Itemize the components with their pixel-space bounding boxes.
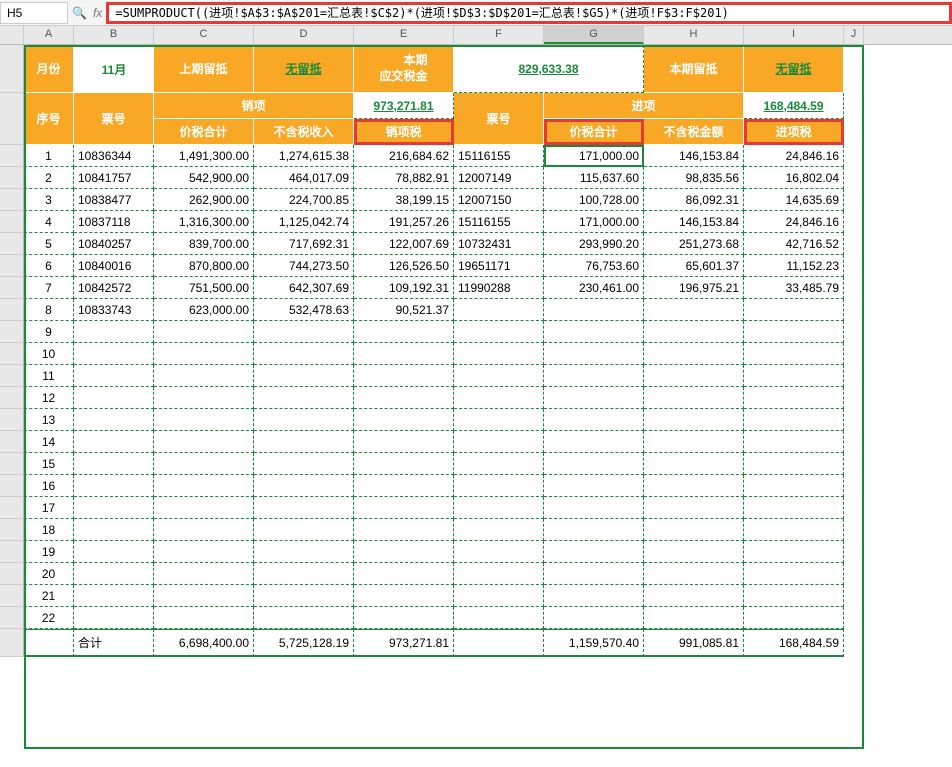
seq-cell: 3	[24, 189, 74, 211]
ticket-label-2: 票号	[454, 93, 544, 145]
totals-row: 合计 6,698,400.00 5,725,128.19 973,271.81 …	[0, 629, 952, 657]
curr-carry-label: 本期留抵	[644, 45, 744, 93]
ticket-cell: 10842572	[74, 277, 154, 299]
ticket-cell: 10833743	[74, 299, 154, 321]
table-row[interactable]: 17	[0, 497, 952, 519]
ticket-cell: 10841757	[74, 167, 154, 189]
prev-carry-label: 上期留抵	[154, 45, 254, 93]
col-h-header: 不含税金额	[644, 119, 744, 145]
table-row[interactable]: 15	[0, 453, 952, 475]
name-box[interactable]: H5	[0, 2, 68, 24]
no-carry-1: 无留抵	[254, 45, 354, 93]
column-headers[interactable]: A B C D E F G H I J	[0, 26, 952, 45]
in-total: 168,484.59	[744, 93, 844, 119]
table-row[interactable]: 18	[0, 519, 952, 541]
col-D: D	[254, 26, 354, 44]
table-row[interactable]: 9	[0, 321, 952, 343]
ticket-cell: 10840016	[74, 255, 154, 277]
col-A: A	[24, 26, 74, 44]
out-group: 销项	[154, 93, 354, 119]
fx-label: fx	[93, 6, 102, 20]
table-row[interactable]: 4 10837118 1,316,300.00 1,125,042.74 191…	[0, 211, 952, 233]
table-row[interactable]: 22	[0, 607, 952, 629]
in-group: 进项	[544, 93, 744, 119]
seq-label: 序号	[24, 93, 74, 145]
table-row[interactable]: 3 10838477 262,900.00 224,700.85 38,199.…	[0, 189, 952, 211]
month-value: 11月	[74, 45, 154, 93]
ticket-cell: 10836344	[74, 145, 154, 167]
big-value: 829,633.38	[454, 45, 644, 93]
totals-label: 合计	[74, 629, 154, 657]
out-total: 973,271.81	[354, 93, 454, 119]
col-F: F	[454, 26, 544, 44]
table-row[interactable]: 13	[0, 409, 952, 431]
seq-cell: 4	[24, 211, 74, 233]
table-row[interactable]: 10	[0, 343, 952, 365]
col-C: C	[154, 26, 254, 44]
col-G: G	[544, 26, 644, 44]
table-row[interactable]: 8 10833743 623,000.00 532,478.63 90,521.…	[0, 299, 952, 321]
fx-controls: 🔍 fx	[68, 6, 106, 20]
table-row[interactable]: 19	[0, 541, 952, 563]
seq-cell: 7	[24, 277, 74, 299]
col-J: J	[844, 26, 864, 44]
table-row[interactable]: 2 10841757 542,900.00 464,017.09 78,882.…	[0, 167, 952, 189]
no-carry-2: 无留抵	[744, 45, 844, 93]
table-row[interactable]: 11	[0, 365, 952, 387]
tax-due-label: 本期 应交税金	[354, 45, 454, 93]
col-E: E	[354, 26, 454, 44]
ticket-cell: 10840257	[74, 233, 154, 255]
table-row[interactable]: 21	[0, 585, 952, 607]
table-row[interactable]: 1 10836344 1,491,300.00 1,274,615.38 216…	[0, 145, 952, 167]
col-i-header: 进项税	[744, 119, 844, 145]
col-c-header: 价税合计	[154, 119, 254, 145]
seq-cell: 1	[24, 145, 74, 167]
col-B: B	[74, 26, 154, 44]
col-I: I	[744, 26, 844, 44]
table-row[interactable]: 20	[0, 563, 952, 585]
ticket-cell: 10838477	[74, 189, 154, 211]
formula-bar: H5 🔍 fx =SUMPRODUCT((进项!$A$3:$A$201=汇总表!…	[0, 0, 952, 26]
ticket-cell: 10837118	[74, 211, 154, 233]
table-row[interactable]: 6 10840016 870,800.00 744,273.50 126,526…	[0, 255, 952, 277]
table-row[interactable]: 14	[0, 431, 952, 453]
table-row[interactable]: 16	[0, 475, 952, 497]
table-row[interactable]: 12	[0, 387, 952, 409]
fx-search-icon[interactable]: 🔍	[72, 6, 87, 20]
seq-cell: 5	[24, 233, 74, 255]
col-d-header: 不含税收入	[254, 119, 354, 145]
sheet-area[interactable]: 月份 11月 上期留抵 无留抵 本期 应交税金 829,633.38 本期留抵 …	[0, 45, 952, 657]
ticket-label-1: 票号	[74, 93, 154, 145]
seq-cell: 2	[24, 167, 74, 189]
col-g-header: 价税合计	[544, 119, 644, 145]
col-H: H	[644, 26, 744, 44]
table-row[interactable]: 5 10840257 839,700.00 717,692.31 122,007…	[0, 233, 952, 255]
formula-input[interactable]: =SUMPRODUCT((进项!$A$3:$A$201=汇总表!$C$2)*(进…	[106, 2, 952, 24]
month-label: 月份	[24, 45, 74, 93]
seq-cell: 6	[24, 255, 74, 277]
table-row[interactable]: 7 10842572 751,500.00 642,307.69 109,192…	[0, 277, 952, 299]
seq-cell: 8	[24, 299, 74, 321]
col-e-header: 销项税	[354, 119, 454, 145]
